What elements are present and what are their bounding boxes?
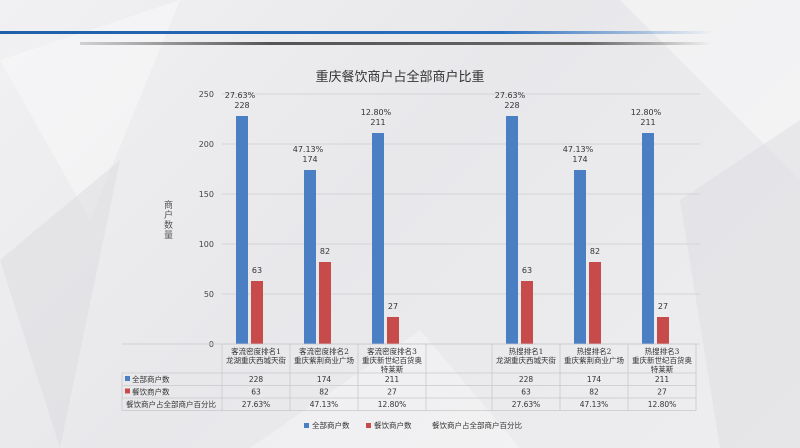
data-label-dining: 82 [590, 247, 600, 256]
bar-dining-merchants [387, 317, 399, 344]
table-row-total-cell: 211 [655, 375, 670, 384]
bar-dining-merchants [319, 262, 331, 344]
x-category-label: 重庆新世纪百货奥 [632, 355, 692, 365]
y-tick-label: 0 [209, 340, 214, 349]
data-label-dining: 63 [522, 266, 532, 275]
legend-key [125, 376, 130, 381]
data-label-ratio: 47.13% [563, 145, 594, 154]
y-tick-label: 150 [199, 190, 214, 199]
bar-total-merchants [506, 116, 518, 344]
data-label-dining: 63 [252, 266, 262, 275]
table-row-dining-cell: 27 [657, 388, 667, 397]
data-label-ratio: 12.80% [361, 108, 392, 117]
x-category-label: 特莱斯 [651, 364, 674, 374]
table-row-total-cell: 228 [249, 375, 264, 384]
header-accent-line-gray [80, 42, 712, 45]
data-label-total: 211 [370, 118, 385, 127]
table-row-total-cell: 211 [385, 375, 400, 384]
bar-total-merchants [642, 133, 654, 344]
x-category-label: 重庆紫荆商业广场 [564, 355, 624, 365]
x-category-label: 热搜排名2 [577, 346, 612, 356]
bar-dining-merchants [251, 281, 263, 344]
table-row-total-header: 全部商户数 [132, 374, 170, 384]
table-row-ratio-cell: 27.63% [242, 400, 271, 409]
x-category-label: 客流密度排名3 [367, 346, 417, 356]
data-label-ratio: 27.63% [225, 91, 256, 100]
data-label-total: 211 [640, 118, 655, 127]
bar-dining-merchants [521, 281, 533, 344]
y-tick-label: 100 [199, 240, 214, 249]
x-category-label: 重庆新世纪百货奥 [362, 355, 422, 365]
bar-total-merchants [372, 133, 384, 344]
y-axis-label: 商户数量 [162, 200, 172, 240]
legend-swatch-dining [366, 423, 371, 428]
bar-dining-merchants [589, 262, 601, 344]
y-tick-label: 250 [199, 90, 214, 99]
x-category-label: 重庆紫荆商业广场 [294, 355, 354, 365]
legend-swatch-total [304, 423, 309, 428]
legend-key [125, 388, 130, 394]
data-label-total: 174 [572, 155, 587, 164]
x-category-label: 龙湖重庆西城天街 [496, 355, 556, 365]
table-row-total-cell: 228 [519, 375, 534, 384]
x-category-label: 客流密度排名2 [299, 346, 349, 356]
data-label-total: 174 [302, 155, 317, 164]
table-row-dining-cell: 82 [589, 388, 599, 397]
table-row-dining-cell: 82 [319, 388, 329, 397]
table-row-ratio-cell: 47.13% [310, 400, 339, 409]
data-label-ratio: 47.13% [293, 145, 324, 154]
data-label-dining: 27 [388, 302, 398, 311]
table-row-ratio-cell: 12.80% [648, 400, 677, 409]
x-category-label: 热搜排名3 [645, 346, 680, 356]
header-accent-line-blue [0, 31, 715, 34]
legend-label-total: 全部商户数 [312, 420, 350, 430]
table-row-total-cell: 174 [587, 375, 602, 384]
legend-label-dining: 餐饮商户数 [374, 420, 412, 430]
table-row-dining-header: 餐饮商户数 [132, 387, 170, 397]
table-row-ratio-header: 餐饮商户占全部商户百分比 [126, 399, 216, 409]
chart-title: 重庆餐饮商户占全部商户比重 [315, 70, 485, 85]
bar-dining-merchants [657, 317, 669, 344]
data-label-ratio: 27.63% [495, 91, 526, 100]
data-label-total: 228 [504, 101, 519, 110]
y-tick-label: 50 [204, 290, 214, 299]
table-row-dining-cell: 27 [387, 388, 397, 397]
bar-total-merchants [304, 170, 316, 344]
legend-label-ratio: 餐饮商户占全部商户百分比 [432, 420, 522, 430]
x-category-label: 客流密度排名1 [231, 346, 281, 356]
data-label-ratio: 12.80% [631, 108, 662, 117]
x-category-label: 龙湖重庆西城天街 [226, 355, 286, 365]
table-row-dining-cell: 63 [521, 388, 531, 397]
data-label-total: 228 [234, 101, 249, 110]
table-row-total-cell: 174 [317, 375, 332, 384]
x-category-label: 特莱斯 [381, 364, 404, 374]
table-row-ratio-cell: 47.13% [580, 400, 609, 409]
x-category-label: 热搜排名1 [509, 346, 544, 356]
table-row-dining-cell: 63 [251, 388, 261, 397]
table-row-ratio-cell: 12.80% [378, 400, 407, 409]
data-label-dining: 27 [658, 302, 668, 311]
y-tick-label: 200 [199, 140, 214, 149]
bar-total-merchants [574, 170, 586, 344]
table-row-ratio-cell: 27.63% [512, 400, 541, 409]
data-label-dining: 82 [320, 247, 330, 256]
bar-total-merchants [236, 116, 248, 344]
